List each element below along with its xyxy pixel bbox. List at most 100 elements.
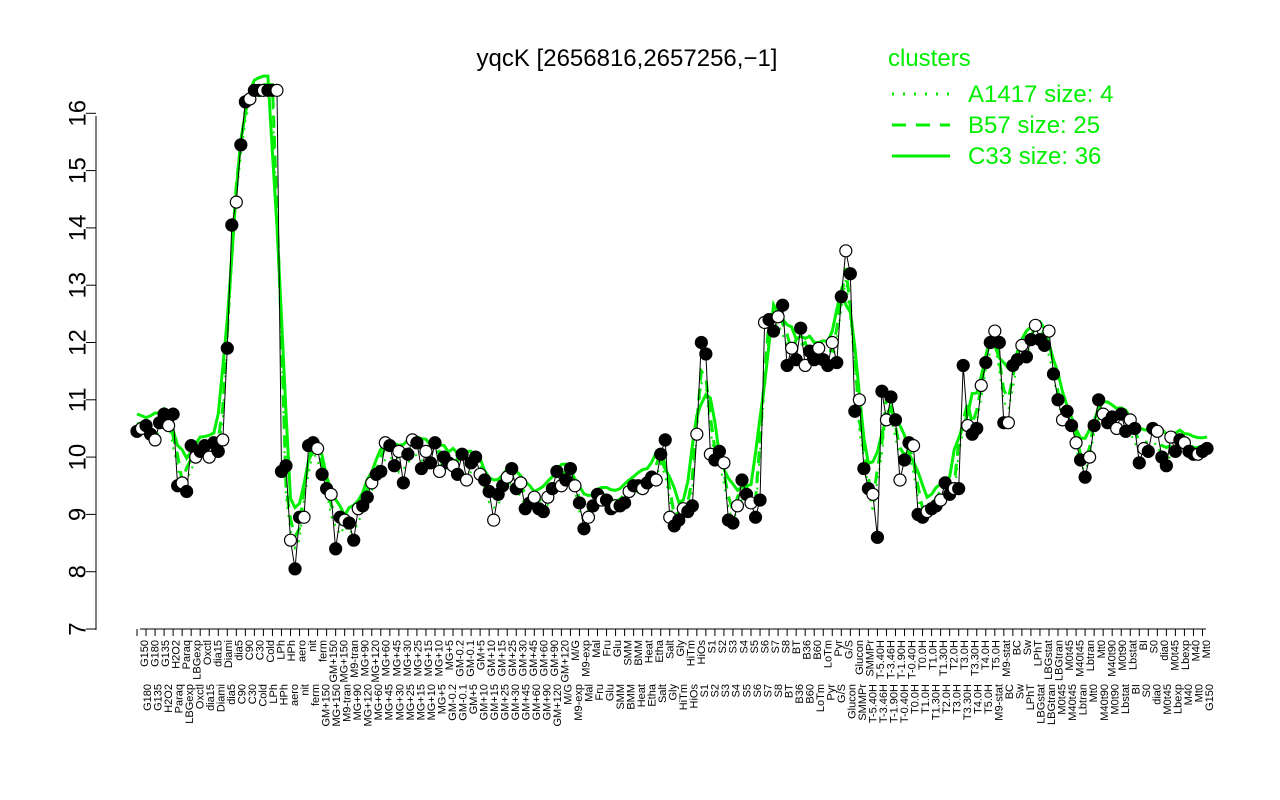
x-tick-label: LoTm [815, 684, 827, 712]
data-point [730, 499, 745, 513]
data-point [785, 341, 799, 355]
x-tick-label: M40t45 [1067, 684, 1079, 721]
x-tick-label: GM+15 [496, 640, 508, 676]
data-point [1046, 367, 1061, 381]
data-point [360, 490, 374, 504]
x-tick-label: GM+90 [549, 640, 561, 676]
data-point [979, 355, 993, 370]
data-point [220, 341, 234, 355]
data-point [216, 433, 230, 447]
x-tick-label: MG+15 [415, 684, 427, 720]
data-point [1064, 418, 1079, 433]
data-point [753, 493, 767, 507]
x-tick-label: T-0.40H [906, 640, 918, 679]
data-point [211, 444, 225, 458]
x-tick-label: GM+120 [560, 640, 572, 683]
x-tick-label: T5.0H [983, 684, 995, 714]
data-point [717, 456, 731, 470]
data-point [1092, 393, 1106, 407]
x-tick-label: G180 [149, 640, 161, 667]
x-tick-label: S8 [773, 684, 785, 697]
x-tick-label: M40t45 [1075, 640, 1087, 677]
x-tick-label: T1.30H [938, 640, 950, 676]
x-tick-label: T-5.40H [875, 640, 887, 679]
x-tick-label: GM+10 [486, 640, 498, 676]
x-tick-label: Mt0 [1201, 640, 1213, 658]
data-point [857, 461, 871, 476]
x-tick-label: GM+30 [510, 684, 522, 720]
x-tick-label: BI [1138, 640, 1150, 650]
x-tick-label: M40 [1183, 684, 1195, 705]
x-tick-label: M9-exp [573, 684, 585, 721]
data-point [956, 358, 970, 373]
data-point [1087, 418, 1101, 433]
x-tick-label: Sw [1022, 640, 1034, 655]
x-tick-label: S5 [749, 640, 761, 653]
data-point [897, 453, 912, 467]
data-point [1069, 436, 1083, 450]
data-point [699, 347, 713, 361]
x-tick-label: G/S [836, 684, 848, 703]
data-point [550, 464, 564, 479]
x-tick-label: T-1.90H [888, 684, 900, 723]
data-point [952, 482, 966, 496]
data-point [478, 473, 492, 487]
x-tick-label: Mal [591, 640, 603, 658]
x-tick-label: M0t45 [1162, 684, 1174, 715]
x-tick-label: C90 [237, 684, 249, 704]
x-tick-label: T3.0H [952, 684, 964, 714]
x-tick-label: T1.0H [920, 684, 932, 714]
x-tick-label: SMM [623, 640, 635, 666]
y-tick-label: 16 [64, 100, 91, 127]
x-tick-label: T2.0H [949, 640, 961, 670]
x-tick-label: aero [289, 684, 301, 706]
x-tick-label: MG+30 [394, 684, 406, 720]
data-point [419, 444, 433, 458]
x-tick-label: LoTm [822, 640, 834, 668]
data-point [342, 516, 356, 530]
x-tick-label: Glucon [854, 640, 866, 675]
x-tick-label: T-1.90H [896, 640, 908, 679]
x-tick-label: Cold [265, 640, 277, 663]
data-point [347, 533, 361, 547]
x-tick-label: dia0 [1159, 640, 1171, 661]
data-point [1028, 318, 1043, 332]
x-tick-label: Paraq [181, 640, 193, 669]
x-tick-label: Lbtran [1085, 640, 1097, 671]
data-point [536, 504, 550, 519]
x-tick-label: MG+10 [426, 684, 438, 720]
x-tick-label: Fru [594, 684, 606, 701]
data-point [459, 473, 474, 487]
x-tick-label: Mal [584, 684, 596, 702]
data-point [794, 321, 808, 335]
x-tick-label: MG+150 [331, 684, 343, 727]
x-tick-label: T0.0H [917, 640, 929, 670]
data-point [766, 324, 781, 338]
legend-item-2: B57 size: 25 [968, 112, 1100, 139]
x-tick-label: T2.0H [941, 684, 953, 714]
x-tick-label: Mt0 [1088, 684, 1100, 702]
x-tick-label: LBGstat [1036, 684, 1048, 724]
y-tick-label: 14 [64, 215, 91, 242]
x-tick-label: Diami [223, 640, 235, 668]
x-tick-label: G180 [142, 684, 154, 711]
x-tick-label: MG+45 [391, 640, 403, 676]
x-tick-label: dia5 [234, 640, 246, 661]
x-tick-label: GM+5 [468, 684, 480, 714]
data-point [690, 427, 704, 441]
data-point [527, 490, 541, 504]
data-point [1200, 441, 1214, 456]
y-tick-label: 9 [64, 508, 91, 521]
data-point [270, 83, 284, 97]
data-point [1060, 404, 1074, 418]
x-tick-label: BT [791, 640, 803, 654]
data-point [505, 461, 519, 476]
x-tick-label: S8 [780, 640, 792, 653]
data-point [888, 413, 903, 427]
data-point [992, 335, 1006, 350]
x-tick-label: M0t90 [1117, 640, 1129, 671]
x-tick-label: Glucon [846, 684, 858, 719]
x-tick-label: S7 [762, 684, 774, 697]
data-point [310, 441, 325, 456]
data-point [432, 464, 447, 479]
